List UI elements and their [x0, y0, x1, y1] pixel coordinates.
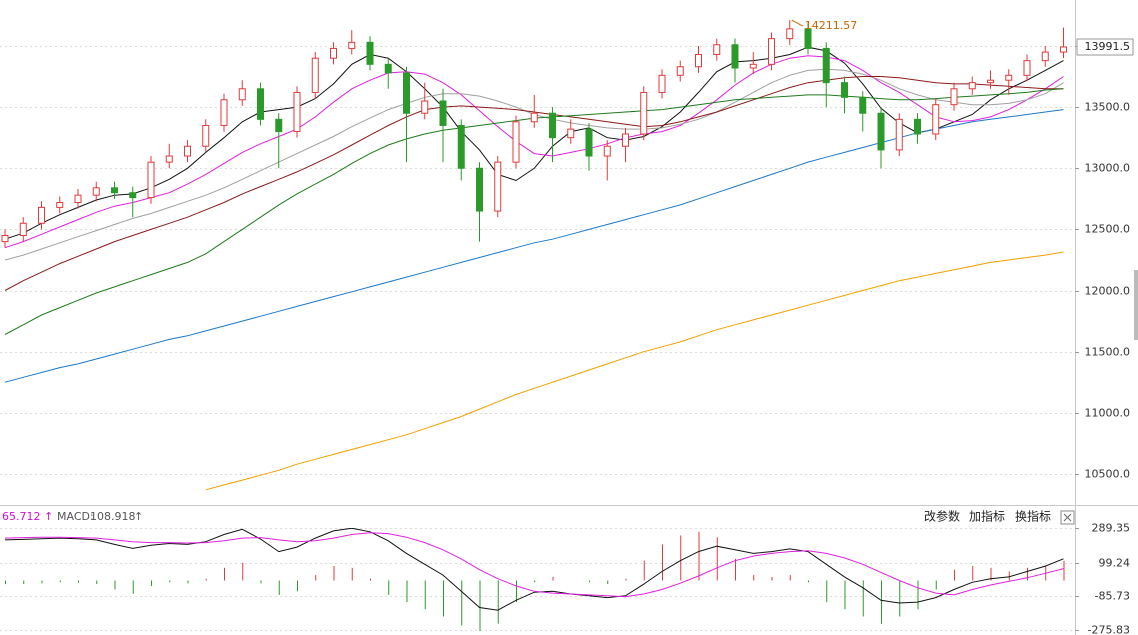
candle-body [311, 57, 319, 93]
macd-value: 108.918 [90, 510, 136, 523]
close-button[interactable] [1060, 510, 1075, 525]
candle-body [731, 44, 739, 69]
dea-arrow: ↑ [44, 510, 53, 523]
candle-body [457, 124, 465, 169]
candle-body [38, 206, 45, 224]
candle-body [914, 118, 921, 135]
candle-body [877, 112, 885, 151]
candle-body [822, 47, 830, 84]
candle-body [384, 63, 392, 74]
y-tick-label: -85.73 [1095, 590, 1130, 603]
candle-body [56, 201, 64, 208]
candle-body [19, 222, 27, 237]
candle-body [421, 100, 429, 114]
candle-body [713, 44, 721, 56]
y-tick-label: 12500.0 [1085, 223, 1131, 236]
candle-body [768, 38, 775, 65]
candle-body [275, 118, 283, 133]
candle-body [1, 235, 9, 243]
indicator-line [4, 46, 1064, 240]
candle-body [567, 128, 575, 139]
candle-body [987, 79, 994, 84]
y-tick-label: 289.35 [1092, 522, 1131, 535]
candle-body [293, 91, 301, 133]
candle-body [403, 72, 410, 114]
candle-body [640, 91, 648, 135]
y-tick-label: 13000.0 [1085, 162, 1131, 175]
candle-body [530, 112, 538, 123]
last-price-tag [1076, 38, 1134, 56]
candle-body [950, 88, 958, 106]
candle-body [841, 82, 848, 98]
candle-body [786, 28, 794, 40]
candle-body [238, 88, 246, 101]
edit-params-button[interactable]: 改参数 [924, 509, 960, 524]
price-panel [0, 20, 1075, 491]
switch-indicator-button[interactable]: 换指标 [1015, 509, 1051, 524]
macd-panel [0, 528, 1075, 631]
candle-body [512, 121, 520, 163]
candle-body [92, 187, 100, 196]
candle-body [165, 155, 173, 163]
candle-body [494, 161, 502, 212]
add-indicator-button[interactable]: 加指标 [969, 509, 1005, 524]
y-tick-label: 10500.0 [1085, 468, 1131, 481]
high-label: 14211.57 [805, 19, 858, 32]
candle-body [147, 161, 155, 199]
candle-body [859, 96, 867, 114]
indicator-line [4, 55, 1064, 249]
candle-body [129, 192, 137, 199]
candle-body [695, 54, 702, 68]
candle-body [439, 100, 447, 126]
y-tick-label: 11000.0 [1085, 407, 1131, 420]
candle-body [549, 112, 556, 139]
candle-body [257, 88, 264, 120]
candle-body [622, 133, 629, 147]
indicator-line [4, 528, 1064, 611]
y-tick-label: 13500.0 [1085, 101, 1131, 114]
high-pointer [791, 19, 803, 27]
candle-body [1005, 74, 1013, 81]
y-tick-label: 12000.0 [1085, 285, 1131, 298]
indicator-line [4, 109, 1064, 383]
candle-body [220, 99, 228, 126]
candle-body [1023, 60, 1031, 76]
candle-body [184, 145, 191, 157]
candle-body [1060, 46, 1067, 53]
candle-body [603, 145, 611, 157]
candle-body [330, 47, 337, 59]
candle-body [932, 104, 940, 135]
candle-body [74, 194, 82, 203]
candle-body [1041, 51, 1049, 62]
dea-value: 65.712 [2, 510, 41, 523]
candle-body [895, 118, 903, 151]
indicator-line [4, 532, 1064, 598]
y-tick-label: -275.83 [1088, 624, 1130, 635]
macd-arrow: ↑ [134, 510, 143, 523]
candle-body [968, 82, 976, 90]
candle-body [676, 66, 684, 76]
axes: 10500.0 11000.0 11500.0 12000.0 12500.0 13000… [791, 19, 1134, 635]
candle-body [658, 74, 666, 93]
candle-body [804, 28, 812, 49]
y-tick-label: 11500.0 [1085, 346, 1131, 359]
candle-body [476, 167, 483, 212]
candle-body [348, 41, 356, 49]
candle-body [111, 187, 118, 194]
candle-body [749, 63, 757, 69]
indicator-line [205, 251, 1064, 491]
scroll-handle [1134, 270, 1138, 340]
candle-body [202, 124, 210, 147]
y-tick-label: 99.24 [1099, 557, 1131, 570]
candle-body [585, 128, 593, 157]
last-price-label: 13991.5 [1085, 40, 1131, 53]
close-icon[interactable] [1063, 513, 1072, 522]
macd-label: MACD: [57, 510, 94, 523]
candle-body [366, 41, 374, 65]
